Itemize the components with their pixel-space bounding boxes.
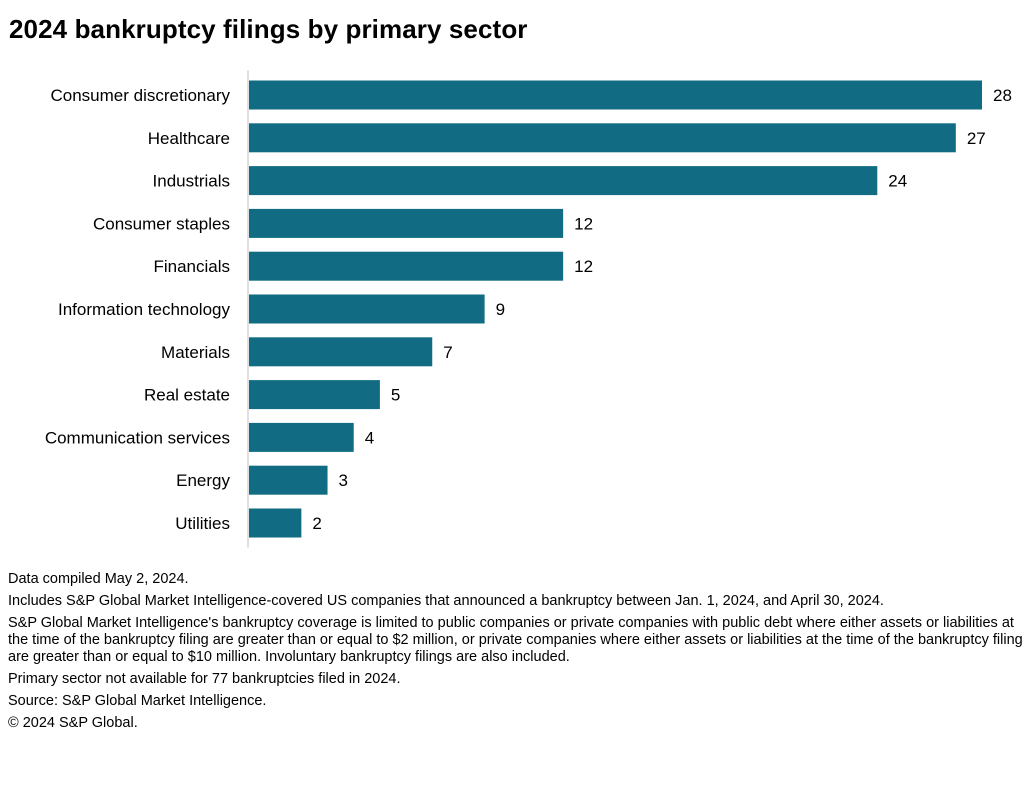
- chart-title: 2024 bankruptcy filings by primary secto…: [9, 14, 528, 44]
- data-label: 24: [888, 172, 907, 191]
- bar: [249, 166, 878, 196]
- bar: [249, 208, 564, 238]
- footnotes: Data compiled May 2, 2024. Includes S&P …: [8, 571, 1023, 737]
- data-label: 7: [443, 343, 452, 362]
- category-label: Energy: [176, 471, 230, 490]
- data-label: 5: [391, 386, 400, 405]
- note-coverage-criteria: S&P Global Market Intelligence's bankrup…: [8, 615, 1023, 665]
- data-label: 2: [312, 514, 321, 533]
- category-label: Utilities: [175, 514, 230, 533]
- category-label: Information technology: [58, 300, 230, 319]
- data-label: 28: [993, 86, 1012, 105]
- data-label: 3: [339, 471, 348, 490]
- note-sector-unavailable: Primary sector not available for 77 bank…: [8, 671, 401, 687]
- bar: [249, 123, 956, 153]
- data-label: 27: [967, 129, 986, 148]
- category-label: Industrials: [153, 172, 230, 191]
- category-label: Materials: [161, 343, 230, 362]
- note-copyright: © 2024 S&P Global.: [8, 715, 138, 731]
- data-label: 12: [574, 257, 593, 276]
- category-label: Healthcare: [148, 129, 230, 148]
- category-label: Real estate: [144, 386, 230, 405]
- bar: [249, 380, 380, 410]
- category-label: Financials: [153, 257, 230, 276]
- bar: [249, 422, 354, 452]
- data-label: 12: [574, 214, 593, 233]
- data-label: 4: [365, 428, 374, 447]
- bar: [249, 251, 564, 281]
- bar: [249, 465, 328, 495]
- category-label: Consumer staples: [93, 214, 230, 233]
- note-data-compiled: Data compiled May 2, 2024.: [8, 571, 189, 587]
- bar: [249, 80, 982, 110]
- note-source: Source: S&P Global Market Intelligence.: [8, 693, 267, 709]
- note-coverage-scope: Includes S&P Global Market Intelligence-…: [8, 593, 884, 609]
- bar: [249, 294, 485, 324]
- category-label: Consumer discretionary: [50, 86, 230, 105]
- bar: [249, 508, 302, 538]
- category-label: Communication services: [45, 428, 230, 447]
- bar: [249, 337, 433, 367]
- data-label: 9: [496, 300, 505, 319]
